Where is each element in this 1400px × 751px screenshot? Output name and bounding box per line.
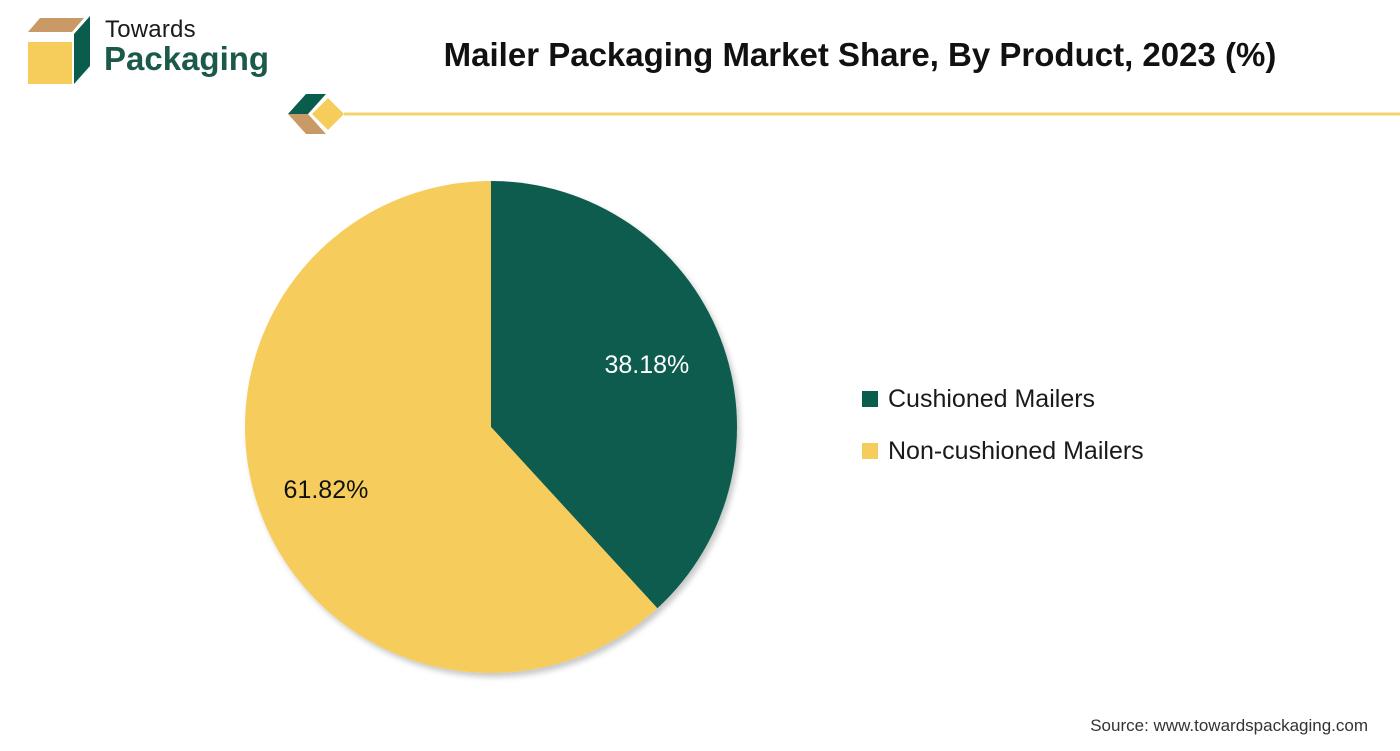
legend-item-non-cushioned: Non-cushioned Mailers bbox=[862, 436, 1144, 466]
chart-legend: Cushioned Mailers Non-cushioned Mailers bbox=[862, 384, 1144, 488]
source-note: Source: www.towardspackaging.com bbox=[1090, 716, 1368, 735]
decorative-divider bbox=[288, 94, 1400, 134]
brand-name-main: Packaging bbox=[104, 40, 270, 77]
brand-logo: Towards Packaging bbox=[24, 16, 284, 88]
box-icon bbox=[28, 16, 90, 84]
legend-swatch bbox=[862, 391, 878, 407]
legend-item-cushioned: Cushioned Mailers bbox=[862, 384, 1144, 414]
data-label: 38.18% bbox=[604, 351, 689, 379]
pie-slice-cushioned bbox=[491, 181, 737, 609]
pie-slice-non-cushioned bbox=[244, 181, 658, 673]
legend-label: Cushioned Mailers bbox=[888, 384, 1096, 413]
data-label: 61.82% bbox=[284, 476, 369, 504]
chart-title: Mailer Packaging Market Share, By Produc… bbox=[443, 36, 1277, 73]
legend-swatch bbox=[862, 443, 878, 459]
brand-name-top: Towards bbox=[105, 16, 196, 43]
legend-label: Non-cushioned Mailers bbox=[888, 436, 1144, 465]
